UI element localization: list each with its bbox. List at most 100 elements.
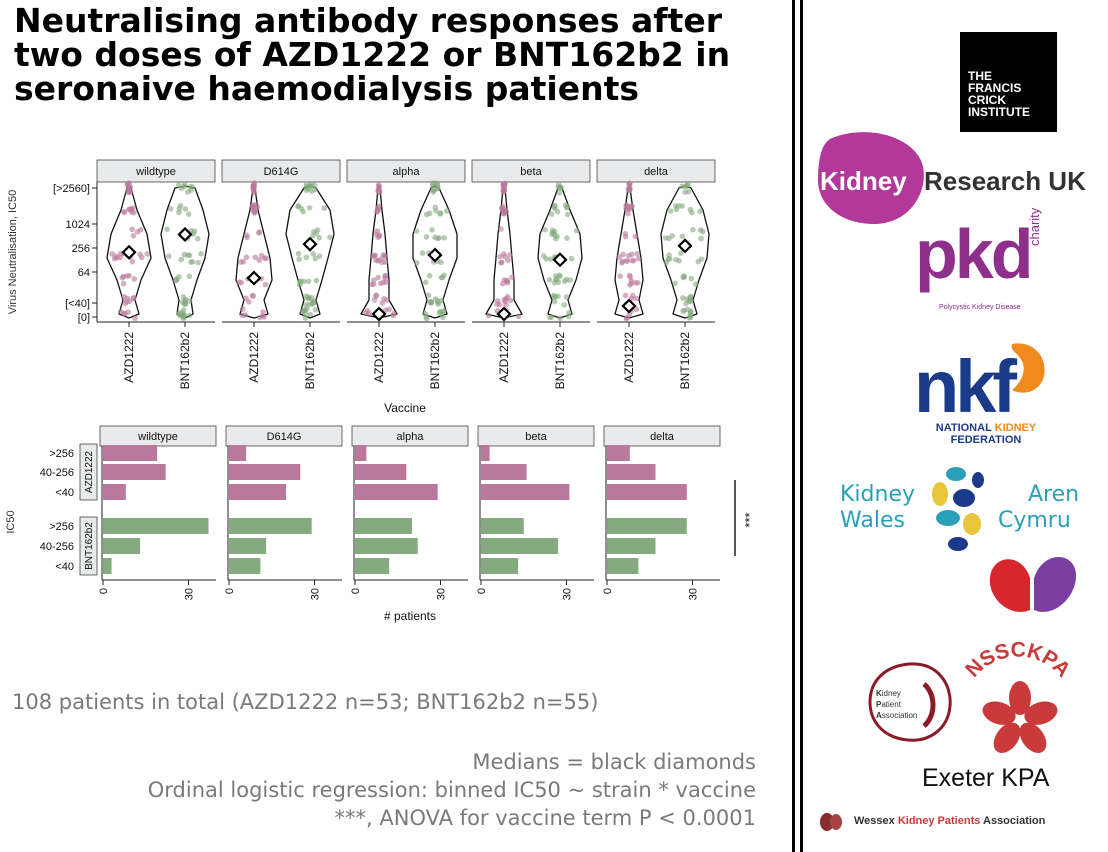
violin-point <box>316 234 323 241</box>
bar-bnt162b2 <box>103 558 112 574</box>
notes-block: Medians = black diamonds Ordinal logisti… <box>148 748 756 832</box>
violin-point <box>301 278 307 285</box>
nkf-national: NATIONAL <box>935 422 992 434</box>
violin-point <box>564 204 570 211</box>
summary-text: 108 patients in total (AZD1222 n=53; BNT… <box>12 690 599 714</box>
violin-x-tick-label: AZD1222 <box>622 332 636 383</box>
violin-point <box>382 253 388 259</box>
median-diamond <box>496 306 512 322</box>
violin-point <box>312 307 319 313</box>
violin-point <box>684 183 690 189</box>
violin-point <box>500 206 506 212</box>
violin-point <box>619 258 625 265</box>
bar-bnt162b2 <box>481 518 524 534</box>
violin-point <box>189 184 195 190</box>
slide-title: Neutralising antibody responses after tw… <box>14 1 731 108</box>
violin-point <box>672 280 678 287</box>
violin-point <box>438 259 444 266</box>
violin-y-label: Virus Neutralisation, IC50 <box>7 190 19 315</box>
violin-point <box>626 272 633 279</box>
violin-point <box>250 185 256 191</box>
bar-azd1222 <box>607 484 687 500</box>
kpa-w3: ssociation <box>881 711 918 720</box>
wessex-text: Wessex Kidney Patients Association <box>854 815 1045 827</box>
violin-point <box>297 282 303 288</box>
bar-azd1222 <box>355 464 407 480</box>
violin-point <box>561 278 568 285</box>
violin-point <box>630 257 637 264</box>
nkf-kidney: KIDNEY <box>994 422 1037 434</box>
violin-point <box>124 273 130 279</box>
pkd-subtitle: Polycystic Kidney Disease <box>939 304 1021 311</box>
violin-point <box>132 315 138 322</box>
violin-point <box>561 302 567 308</box>
violin-point <box>501 180 508 187</box>
bar-facet-label: wildtype <box>137 431 178 443</box>
violin-point <box>167 206 174 212</box>
bar-group-label: BNT162b2 <box>84 522 95 570</box>
violin-point <box>557 315 563 322</box>
bar-x-tick-label: 0 <box>350 588 362 594</box>
violin-point <box>305 278 312 285</box>
bar-chart: IC50 AZD1222 >256 40-256 <40 BNT162b2 >256 40-2… <box>5 425 757 623</box>
violin-point <box>375 274 381 281</box>
bar-category-label: <40 <box>55 487 74 499</box>
violin-point <box>497 253 503 260</box>
violin-point <box>429 227 435 233</box>
violin-y-tick-label: 1024 <box>66 219 90 231</box>
violin-facet-label: alpha <box>393 166 421 178</box>
violin-point <box>198 251 204 257</box>
violin-point <box>191 228 198 235</box>
bar-bnt162b2 <box>607 538 656 554</box>
violin-chart: Virus Neutralisation, IC50 [>2560] 1024 256… <box>7 159 716 415</box>
bar-bnt162b2 <box>355 518 412 534</box>
violin-point <box>434 180 441 187</box>
bar-bnt162b2 <box>103 538 141 554</box>
violin-point <box>313 277 320 284</box>
violin-point <box>565 211 571 218</box>
violin-point <box>566 310 572 316</box>
violin-point <box>676 258 682 264</box>
violin-point <box>681 274 687 280</box>
kidney-research-blob <box>818 132 924 224</box>
violin-point <box>554 208 561 215</box>
note-medians: Medians = black diamonds <box>472 750 756 774</box>
violin-point <box>555 293 561 300</box>
violin-x-tick-label: BNT162b2 <box>678 332 692 390</box>
violin-point <box>129 226 135 233</box>
violin-point <box>499 280 506 287</box>
bar-azd1222 <box>229 484 286 500</box>
violin-point <box>443 208 450 214</box>
bar-x-tick-label: 30 <box>310 588 322 600</box>
violin-point <box>295 202 302 209</box>
pkd-charity: charity <box>1027 207 1042 246</box>
violin-point <box>568 255 575 262</box>
bar-facet-label: beta <box>525 431 547 443</box>
violin-point <box>308 188 315 194</box>
violin-point <box>414 260 420 266</box>
violin-point <box>370 277 377 283</box>
violin-point <box>623 202 630 208</box>
bar-category-label: <40 <box>55 561 74 573</box>
bar-category-label: 40-256 <box>40 467 74 479</box>
kidney-wales-r2: Cymru <box>998 508 1071 533</box>
bar-bnt162b2 <box>481 558 519 574</box>
violin-point <box>543 256 549 262</box>
violin-point <box>437 211 443 217</box>
violin-point <box>118 308 124 315</box>
violin-point <box>663 259 670 266</box>
median-diamond <box>427 247 443 263</box>
violin-facet-strip <box>471 159 591 183</box>
bar-azd1222 <box>103 464 166 480</box>
nssckpa-flower-icon <box>982 681 1058 753</box>
violin-point <box>623 206 629 212</box>
violin-point <box>430 180 436 186</box>
violin-point <box>430 189 437 195</box>
kidney-wales-r1: Aren <box>1028 482 1080 507</box>
median-diamond <box>621 298 637 314</box>
violin-point <box>305 295 311 302</box>
violin-point <box>556 190 563 196</box>
kpa-kidney-shape <box>868 662 952 742</box>
violin-point <box>635 256 642 262</box>
